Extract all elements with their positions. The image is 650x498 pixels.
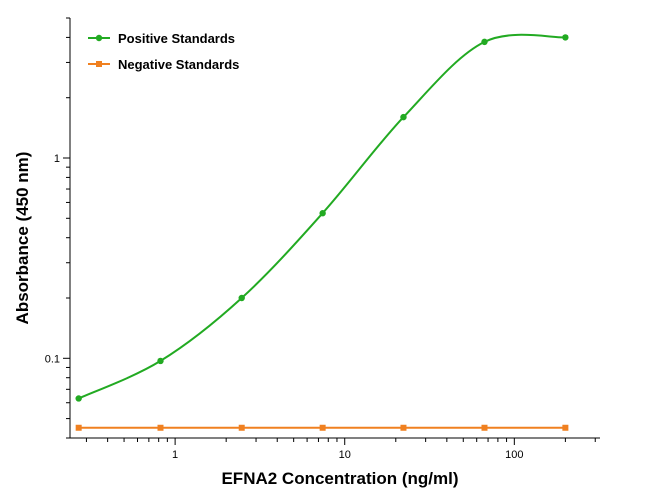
y-axis-title: Absorbance (450 nm) [13, 152, 32, 325]
data-point [562, 424, 569, 431]
data-point [562, 34, 569, 41]
series-line-1 [78, 33, 566, 400]
legend-marker [95, 34, 103, 42]
x-tick-label: 10 [339, 449, 351, 461]
data-point [481, 38, 488, 46]
data-point [481, 424, 488, 431]
y-tick-label: 1 [54, 153, 60, 165]
data-point [400, 424, 407, 431]
data-point [75, 395, 82, 402]
data-point [238, 294, 245, 302]
series-layer [75, 33, 569, 431]
data-point [157, 424, 164, 431]
legend-label: Negative Standards [118, 57, 239, 72]
data-point [319, 424, 326, 431]
data-point [319, 210, 326, 217]
data-point [400, 113, 407, 121]
legend-label: Positive Standards [118, 31, 235, 46]
y-tick-label: 0.1 [45, 353, 60, 365]
x-tick-label: 1 [172, 449, 178, 461]
axes [69, 18, 600, 439]
x-axis-title: EFNA2 Concentration (ng/ml) [221, 469, 458, 488]
legend-marker [96, 61, 102, 67]
x-tick-label: 100 [505, 449, 523, 461]
data-point [238, 424, 245, 431]
legend: Positive Standards Negative Standards [88, 31, 239, 72]
data-point [157, 357, 164, 365]
ticks: 0.1 1 1 10 100 [45, 17, 596, 461]
data-point [75, 424, 82, 431]
